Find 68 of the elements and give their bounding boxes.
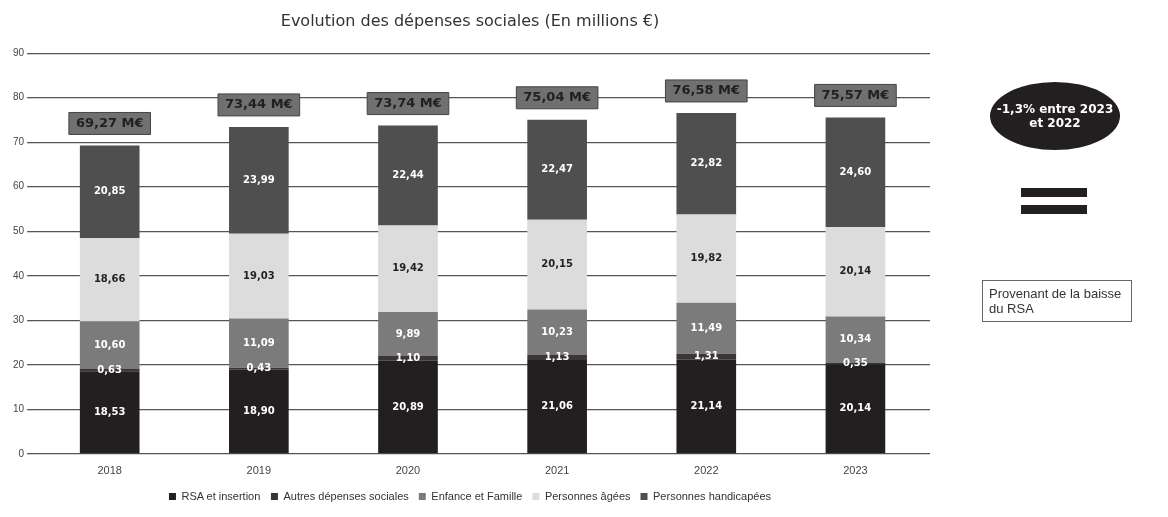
y-tick-label: 30 (13, 314, 25, 326)
data-label: 9,89 (395, 327, 421, 339)
data-label: 0,63 (97, 363, 123, 375)
data-label: 1,13 (544, 351, 570, 363)
legend-label: Autres dépenses sociales (283, 489, 410, 502)
data-label: 23,99 (243, 173, 275, 185)
data-label: 11,09 (243, 336, 275, 348)
y-tick-label: 0 (18, 447, 25, 459)
x-tick-label: 2021 (544, 464, 570, 477)
data-label: 1,31 (693, 350, 719, 362)
data-label: 18,90 (243, 405, 275, 417)
text: Provenant de la baisse du RSA (982, 280, 1132, 322)
data-label: 21,14 (690, 400, 723, 412)
y-tick-label: 50 (13, 224, 25, 236)
data-label: 19,82 (690, 252, 723, 264)
bar (527, 360, 587, 454)
data-label: 10,34 (839, 333, 872, 345)
y-tick-label: 10 (13, 403, 25, 415)
y-tick-label: 80 (13, 91, 25, 103)
bar (825, 226, 886, 317)
y-tick-label: 70 (13, 135, 25, 147)
bar (527, 219, 587, 310)
data-label: 0,43 (246, 362, 272, 374)
total-label: 75,04 M€ (523, 89, 591, 105)
x-tick-label: 2020 (395, 464, 421, 477)
data-label: 18,66 (93, 273, 126, 285)
data-label: 19,03 (243, 269, 275, 281)
data-label: 20,15 (541, 258, 573, 270)
x-tick-label: 2018 (97, 464, 122, 477)
chart-title: Evolution des dépenses sociales (En millions €) (280, 10, 660, 30)
y-tick-label: 60 (13, 180, 25, 192)
data-label: 22,82 (690, 157, 723, 169)
data-label: 10,23 (541, 325, 573, 337)
legend-label: Enfance et Famille (431, 489, 523, 502)
bar (79, 238, 140, 322)
total-label: 73,74 M€ (374, 94, 442, 110)
legend-label: Personnes handicapées (653, 489, 772, 502)
bar (229, 233, 289, 319)
data-label: 18,53 (93, 405, 126, 417)
data-label: 11,49 (690, 321, 723, 333)
data-label: 10,60 (93, 338, 126, 350)
bar (378, 225, 438, 312)
data-label: 20,85 (93, 185, 126, 197)
x-tick-label: 2022 (694, 464, 719, 477)
y-tick-label: 90 (13, 46, 25, 58)
bar (676, 359, 737, 454)
data-label: 20,14 (839, 402, 872, 414)
data-label: 21,06 (541, 400, 573, 412)
data-label: 22,47 (541, 163, 573, 175)
data-label: 22,44 (392, 169, 424, 181)
total-label: 69,27 M€ (75, 114, 144, 130)
x-tick-label: 2019 (246, 464, 272, 477)
data-label: 24,60 (839, 165, 872, 177)
x-tick-label: 2023 (843, 464, 868, 477)
total-label: 76,58 M€ (672, 82, 741, 98)
data-label: 19,42 (392, 262, 424, 274)
data-label: 1,10 (395, 351, 421, 363)
y-tick-label: 20 (13, 358, 25, 370)
data-label: 20,14 (839, 265, 872, 277)
y-tick-label: 40 (13, 269, 25, 281)
data-label: 0,35 (843, 356, 868, 368)
text: -1,3% entre 2023 et 2022 (990, 82, 1120, 150)
total-label: 75,57 M€ (821, 86, 890, 102)
data-label: 20,89 (392, 400, 424, 412)
legend-label: Personnes âgées (544, 489, 632, 502)
legend-label: RSA et insertion (181, 489, 261, 502)
bar (676, 214, 737, 303)
total-label: 73,44 M€ (225, 96, 293, 112)
